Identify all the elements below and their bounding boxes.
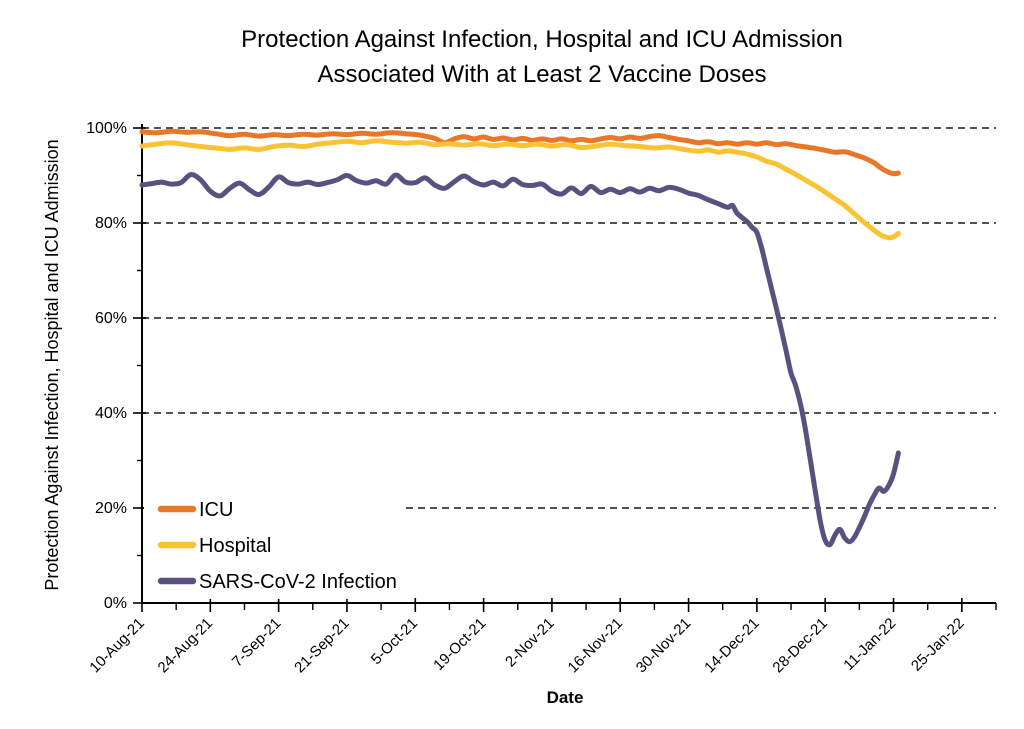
x-tick-label: 21-Sep-21 <box>291 615 353 677</box>
legend-background <box>144 463 406 599</box>
y-tick-label: 60% <box>95 310 127 327</box>
chart-title-line2: Associated With at Least 2 Vaccine Doses <box>317 61 766 88</box>
x-axis-title: Date <box>547 688 584 707</box>
x-tick-label: 28-Dec-21 <box>769 615 831 677</box>
legend-label-2: Hospital <box>199 535 271 557</box>
x-tick-label: 5-Oct-21 <box>368 615 421 668</box>
y-tick-label: 20% <box>95 500 127 517</box>
y-tick-label: 80% <box>95 215 127 232</box>
legend: ICU Hospital SARS-CoV-2 Infection <box>144 463 406 599</box>
x-tick-label: 24-Aug-21 <box>155 615 217 677</box>
y-axis-title: Protection Against Infection, Hospital a… <box>42 139 62 590</box>
x-tick-label: 2-Nov-21 <box>502 615 558 671</box>
text-layer: Protection Against Infection, Hospital a… <box>42 26 843 707</box>
series-layer <box>139 128 901 548</box>
x-tick-label: 16-Nov-21 <box>565 615 627 677</box>
y-tick-label: 40% <box>95 405 127 422</box>
series-line-hospital <box>139 138 901 241</box>
series-line-icu <box>139 128 901 177</box>
series-line-sars-cov-2-infection <box>139 172 901 548</box>
x-tick-label: 30-Nov-21 <box>633 615 695 677</box>
x-tick-label: 19-Oct-21 <box>430 615 489 674</box>
gridlines-layer <box>142 127 996 509</box>
x-tick-label: 14-Dec-21 <box>701 615 763 677</box>
axes-layer <box>141 124 996 604</box>
legend-label-3: SARS-CoV-2 Infection <box>199 571 397 593</box>
x-tick-label: 10-Aug-21 <box>86 615 148 677</box>
x-tick-label: 11-Jan-22 <box>840 615 899 674</box>
x-tick-label: 7-Sep-21 <box>229 615 285 671</box>
y-tick-label: 0% <box>104 595 127 612</box>
x-tick-label: 25-Jan-22 <box>908 615 968 675</box>
chart-title-line1: Protection Against Infection, Hospital a… <box>241 26 843 53</box>
legend-label-1: ICU <box>199 499 233 521</box>
y-tick-label: 100% <box>86 120 127 137</box>
